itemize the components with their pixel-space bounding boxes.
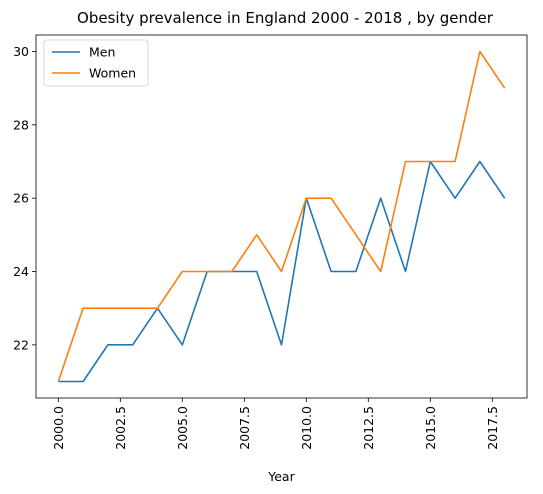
x-tick-label: 2002.5 bbox=[113, 406, 128, 450]
x-tick-label: 2005.0 bbox=[175, 406, 190, 450]
y-tick-label: 22 bbox=[13, 337, 29, 352]
plot-area bbox=[35, 34, 528, 399]
series-lines bbox=[57, 50, 506, 383]
legend-label-men: Men bbox=[89, 45, 115, 60]
y-tick-label: 24 bbox=[13, 264, 29, 279]
chart-title: Obesity prevalence in England 2000 - 201… bbox=[77, 9, 494, 27]
x-tick-label: 2000.0 bbox=[51, 406, 66, 450]
x-tick-label: 2012.5 bbox=[361, 406, 376, 450]
axis-ticks: 2000.0 2002.5 2005.0 2007.5 2010.0 2012.5 2015… bbox=[13, 44, 500, 450]
y-tick-label: 26 bbox=[13, 191, 29, 206]
x-tick-label: 2015.0 bbox=[423, 406, 438, 450]
x-tick-label: 2010.0 bbox=[299, 406, 314, 450]
y-tick-label: 28 bbox=[13, 117, 29, 132]
y-tick-label: 30 bbox=[13, 44, 29, 59]
x-axis-title: Year bbox=[267, 469, 295, 484]
x-tick-label: 2017.5 bbox=[485, 406, 500, 450]
legend-label-women: Women bbox=[89, 66, 136, 81]
series-line-women bbox=[57, 50, 506, 382]
legend: Men Women bbox=[43, 39, 149, 87]
x-tick-label: 2007.5 bbox=[237, 406, 252, 450]
